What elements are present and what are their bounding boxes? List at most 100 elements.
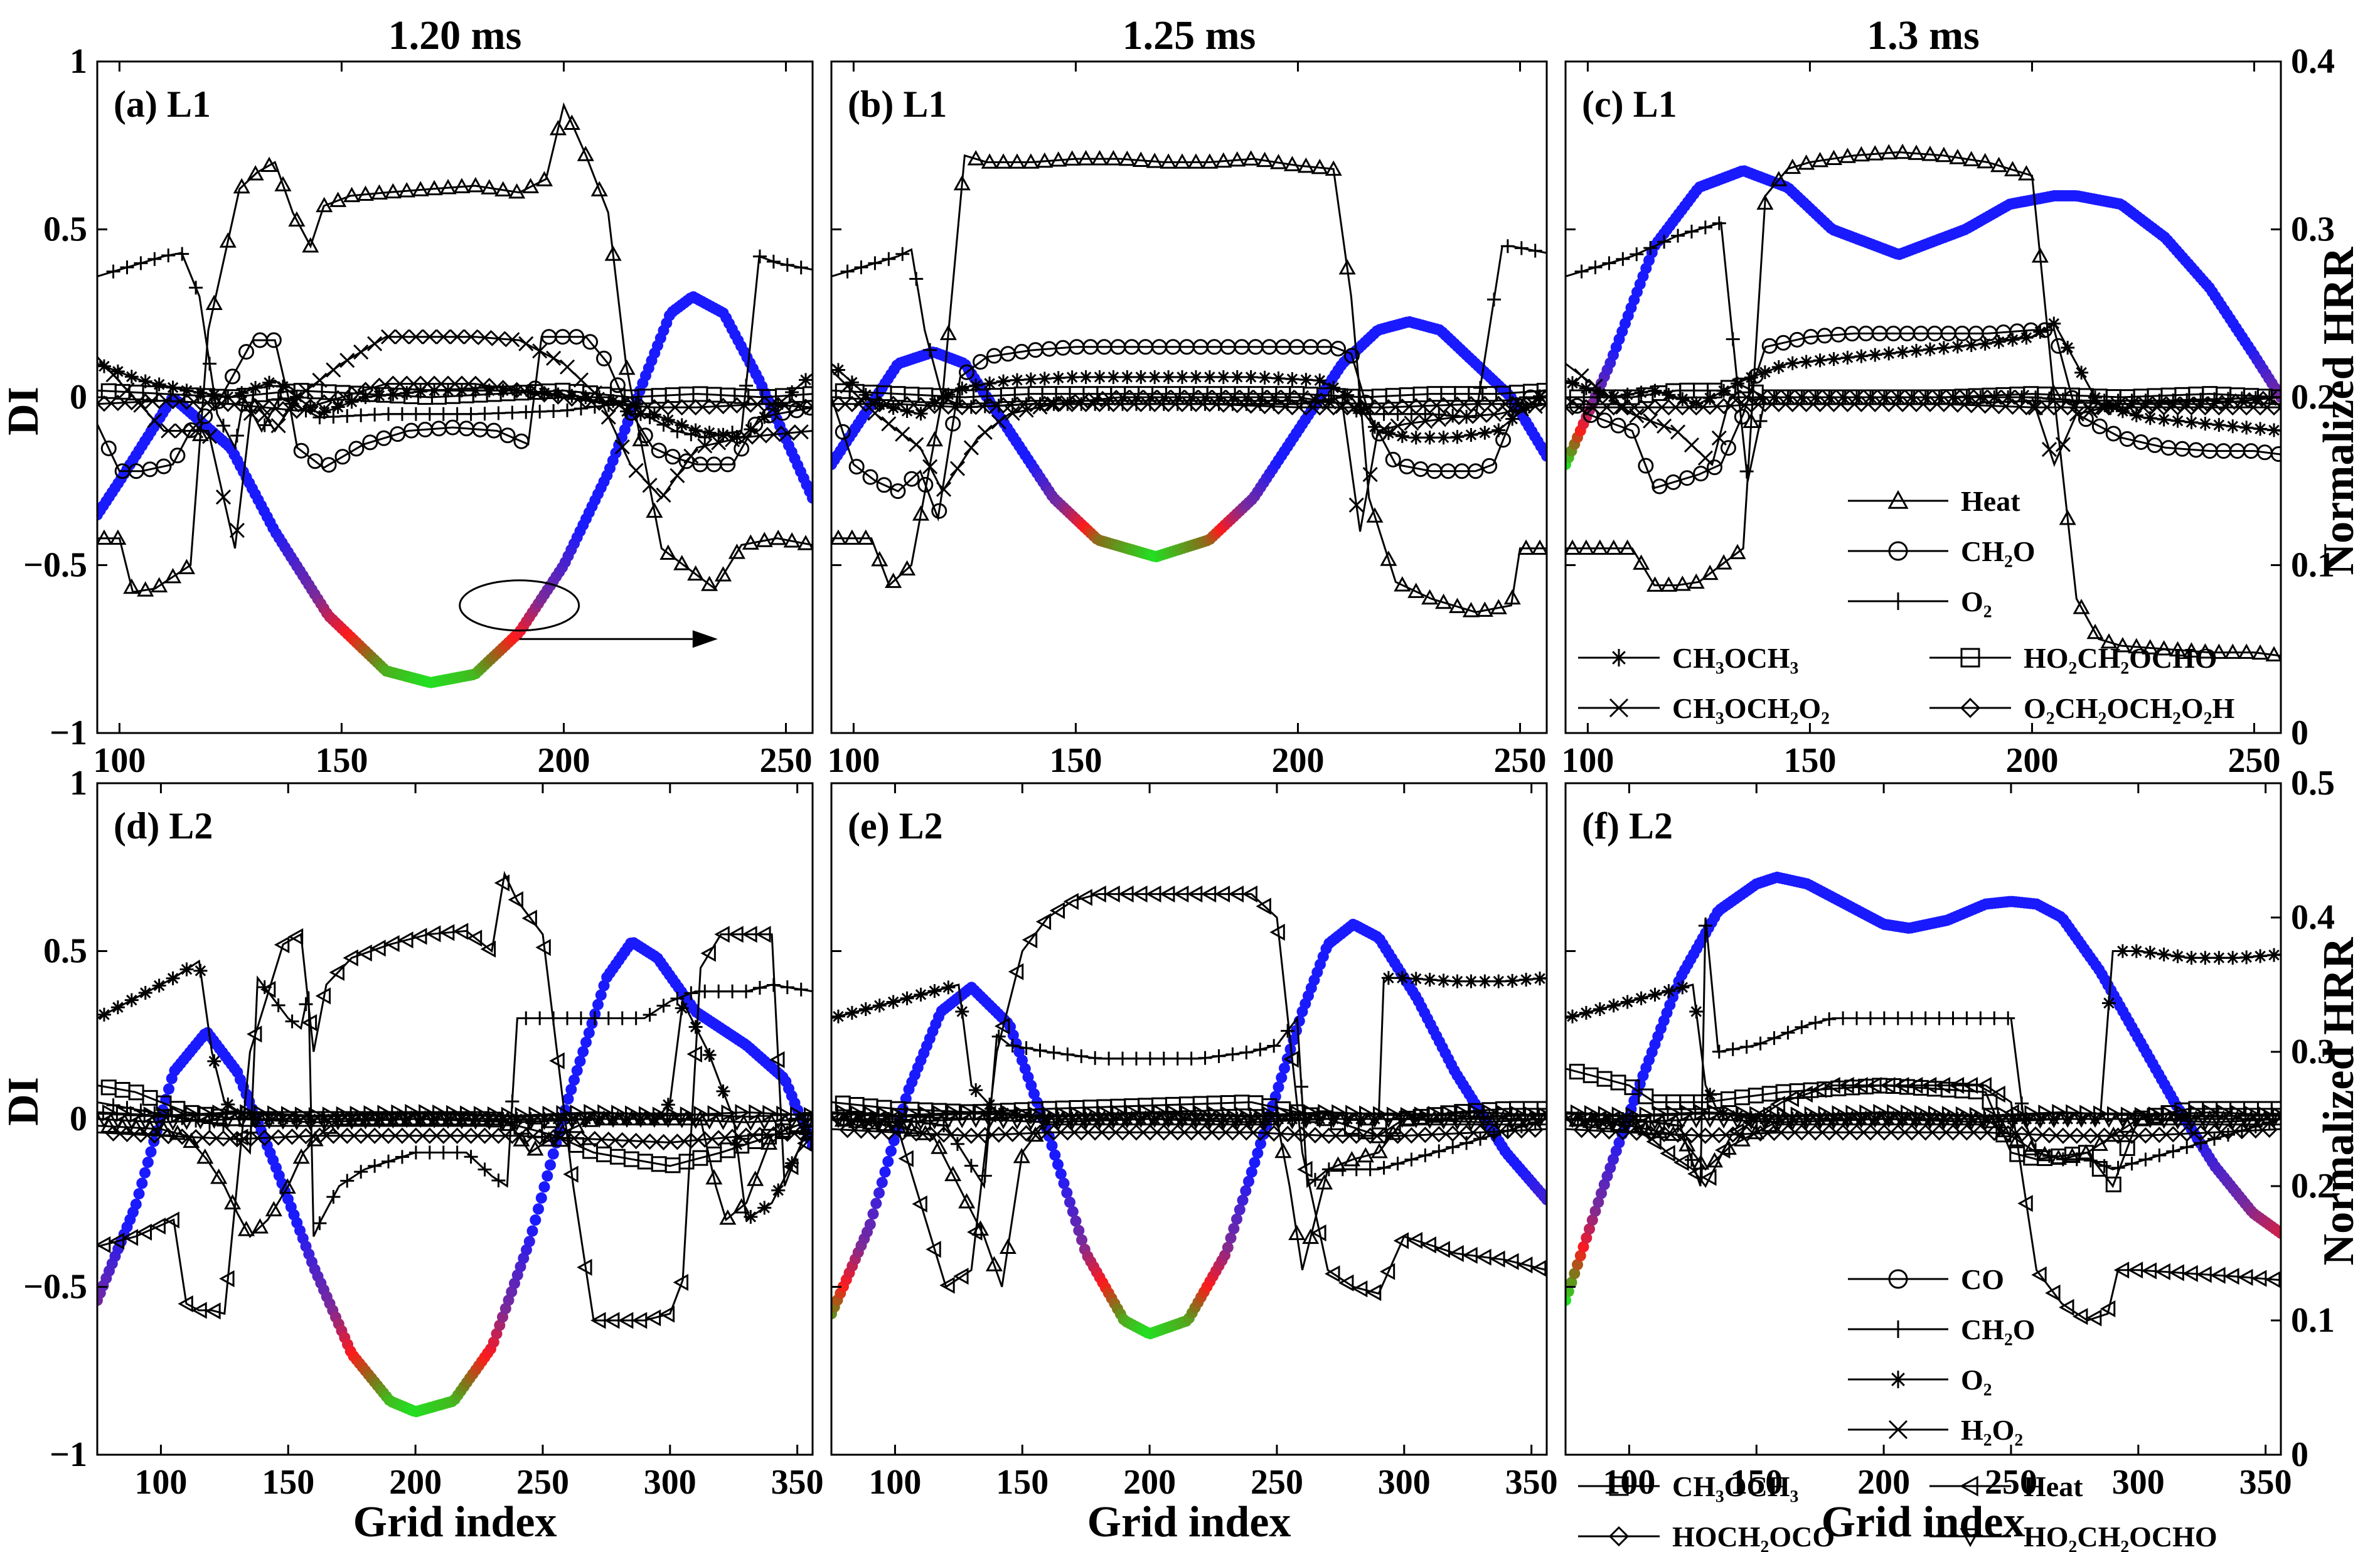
series-marker — [1712, 216, 1726, 230]
series-marker — [1850, 1011, 1864, 1025]
series-marker — [783, 532, 801, 548]
series-marker — [1379, 1263, 1395, 1280]
series-marker — [1028, 1106, 1045, 1124]
series-marker — [854, 260, 868, 275]
series-marker — [1418, 407, 1433, 421]
series-marker — [1646, 576, 1664, 592]
series-star — [1566, 316, 2281, 437]
series-marker — [1579, 381, 1593, 395]
series-marker — [2110, 1127, 2127, 1144]
series-marker — [1490, 1250, 1505, 1268]
series-marker — [334, 449, 351, 465]
series-marker — [1022, 153, 1040, 169]
series-marker — [1712, 1044, 1726, 1059]
series-marker — [1270, 398, 1287, 415]
y2-tick-label: 0.4 — [2291, 898, 2335, 937]
series-marker — [1859, 1104, 1875, 1121]
series-triangle — [97, 1110, 813, 1238]
series-marker — [2073, 599, 2090, 614]
series-marker — [481, 179, 498, 195]
series-marker — [1903, 1124, 1920, 1141]
series-marker — [161, 248, 176, 262]
series-marker — [1960, 1011, 1974, 1025]
series-marker — [425, 375, 443, 392]
series-marker — [693, 1105, 710, 1123]
series-line — [97, 102, 813, 593]
series-marker — [601, 1011, 616, 1025]
series-marker — [1343, 348, 1360, 364]
hrr-curve — [831, 316, 1547, 562]
series-marker — [1352, 399, 1370, 416]
series-marker — [2054, 1127, 2072, 1144]
series-marker — [2061, 340, 2075, 355]
series-marker — [2114, 399, 2132, 416]
series-marker — [2203, 1104, 2219, 1121]
series-marker — [395, 1150, 409, 1164]
series-marker — [452, 923, 469, 940]
series-marker — [1505, 412, 1520, 426]
series-marker — [757, 1201, 772, 1215]
series-marker — [1063, 892, 1079, 910]
series-marker — [453, 375, 471, 392]
series-marker — [453, 178, 471, 193]
series-marker — [1330, 341, 1346, 357]
series-marker — [641, 1133, 658, 1150]
y-tick-label: −1 — [50, 714, 87, 752]
series-marker — [2031, 1266, 2047, 1283]
series-marker — [1834, 1124, 1852, 1141]
series-marker — [1935, 395, 1953, 412]
series-marker — [450, 407, 464, 421]
series-marker — [1946, 1011, 1960, 1025]
series-marker — [1908, 395, 1925, 412]
legend-marker — [1887, 490, 1909, 509]
series-marker — [1497, 1105, 1512, 1122]
panel-c: 100 150 200 250 0 0.1 0.2 0.3 0.4 (c) L1 Heat CH₂O O… — [1561, 42, 2335, 780]
legend-label: HO₂CH₂OCHO — [2024, 1521, 2217, 1552]
series-marker — [1306, 1127, 1324, 1143]
legend-marker — [1959, 1475, 1978, 1497]
series-marker — [687, 399, 704, 416]
series-marker — [991, 414, 1006, 430]
series-marker — [2032, 399, 2049, 416]
x-axis-label-3: Grid index — [1822, 1498, 2025, 1546]
series-marker — [1738, 1125, 1755, 1142]
series-marker — [1674, 399, 1691, 416]
series-marker — [917, 476, 934, 493]
series-marker — [1197, 1124, 1214, 1141]
series-marker — [247, 165, 264, 181]
series-marker — [326, 1190, 341, 1204]
series-marker — [559, 359, 575, 375]
series-marker — [2251, 1270, 2267, 1287]
series-marker — [1022, 395, 1040, 412]
series-marker — [123, 578, 141, 594]
y2-tick-label: 0.5 — [2291, 764, 2335, 803]
series-marker — [995, 397, 1012, 414]
series-marker — [939, 1276, 955, 1294]
x-tick-label: 100 — [827, 741, 880, 780]
series-marker — [946, 1105, 962, 1122]
series-marker — [229, 522, 245, 538]
series-marker — [1827, 352, 1841, 367]
series-marker — [1868, 348, 1882, 362]
series-marker — [1873, 1103, 1889, 1121]
series-marker — [288, 211, 306, 227]
series-marker — [1308, 1172, 1322, 1187]
series-marker — [1931, 1124, 1948, 1141]
series-marker — [1725, 389, 1741, 405]
hrr-point — [1572, 1259, 1583, 1271]
series-marker — [1620, 995, 1635, 1009]
hrr-point — [1225, 1232, 1237, 1244]
series-marker — [385, 375, 402, 392]
series-marker — [256, 1130, 273, 1147]
series-plus — [97, 975, 813, 1237]
series-marker — [1798, 395, 1815, 412]
series-marker — [1079, 370, 1093, 384]
hrr-curve — [97, 291, 813, 688]
series-marker — [343, 386, 360, 403]
series-marker — [205, 294, 223, 311]
series-marker — [673, 399, 690, 416]
series-marker — [476, 1127, 493, 1144]
series-marker — [532, 343, 548, 359]
hrr-point — [2275, 1227, 2281, 1239]
series-marker — [1577, 539, 1595, 555]
